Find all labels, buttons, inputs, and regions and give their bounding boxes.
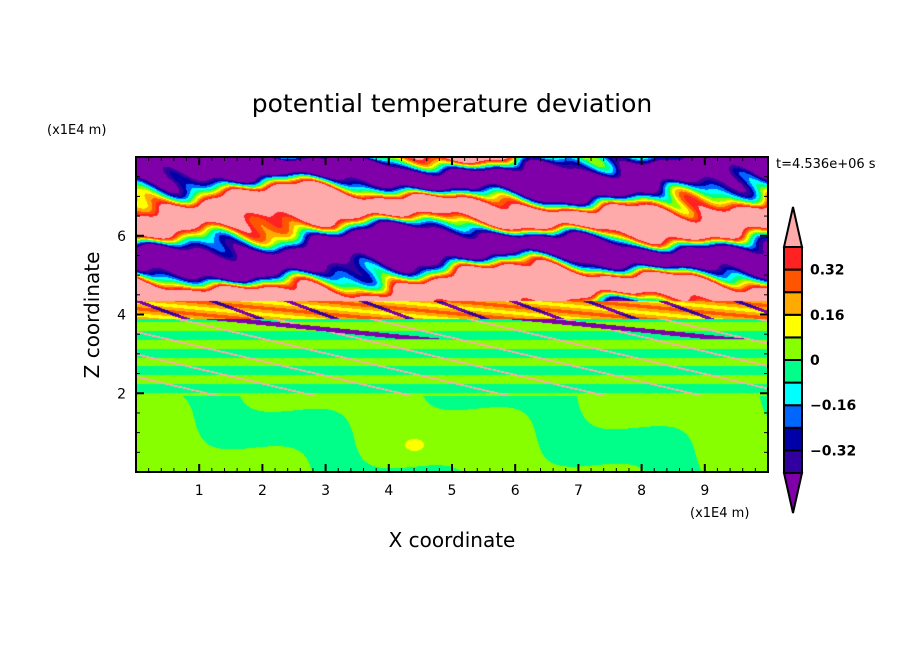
colorbar: 0.32 0.16 0 −0.16 −0.32	[782, 206, 856, 514]
x-tick-label: 7	[574, 483, 583, 499]
x-tick-label: 9	[700, 483, 709, 499]
y-tick-label: 4	[117, 308, 126, 324]
colorbar-box	[783, 246, 803, 271]
colorbar-tick-label: 0.16	[810, 308, 845, 324]
time-label: t=4.536e+06 s	[776, 157, 876, 172]
x-tick-label: 6	[511, 483, 520, 499]
colorbar-box	[783, 404, 803, 429]
colorbar-box	[783, 359, 803, 384]
x-tick-label: 4	[384, 483, 393, 499]
colorbar-tick-label: −0.16	[810, 398, 856, 414]
x-unit-label: (x1E4 m)	[690, 506, 749, 521]
y-tick-label: 6	[117, 229, 126, 245]
colorbar-under-triangle	[782, 472, 804, 514]
x-axis-label: X coordinate	[389, 528, 516, 552]
colorbar-box	[783, 336, 803, 361]
contour-field	[136, 157, 768, 472]
y-unit-label: (x1E4 m)	[47, 123, 106, 138]
plot-frame	[135, 156, 769, 473]
x-tick-label: 5	[448, 483, 457, 499]
x-tick-label: 3	[321, 483, 330, 499]
colorbar-box	[783, 449, 803, 474]
colorbar-box	[783, 268, 803, 294]
colorbar-box	[783, 313, 803, 339]
x-tick-label: 2	[258, 483, 267, 499]
colorbar-box	[783, 381, 803, 407]
chart-title: potential temperature deviation	[252, 89, 652, 118]
colorbar-over-triangle	[782, 206, 804, 248]
colorbar-box	[783, 426, 803, 452]
colorbar-tick-label: −0.32	[810, 443, 856, 459]
colorbar-box	[783, 291, 803, 316]
x-tick-label: 1	[195, 483, 204, 499]
x-tick-label: 8	[637, 483, 646, 499]
y-tick-label: 2	[117, 386, 126, 402]
colorbar-tick-label: 0	[810, 353, 820, 369]
colorbar-tick-label: 0.32	[810, 263, 845, 279]
y-axis-label: Z coordinate	[80, 252, 104, 379]
